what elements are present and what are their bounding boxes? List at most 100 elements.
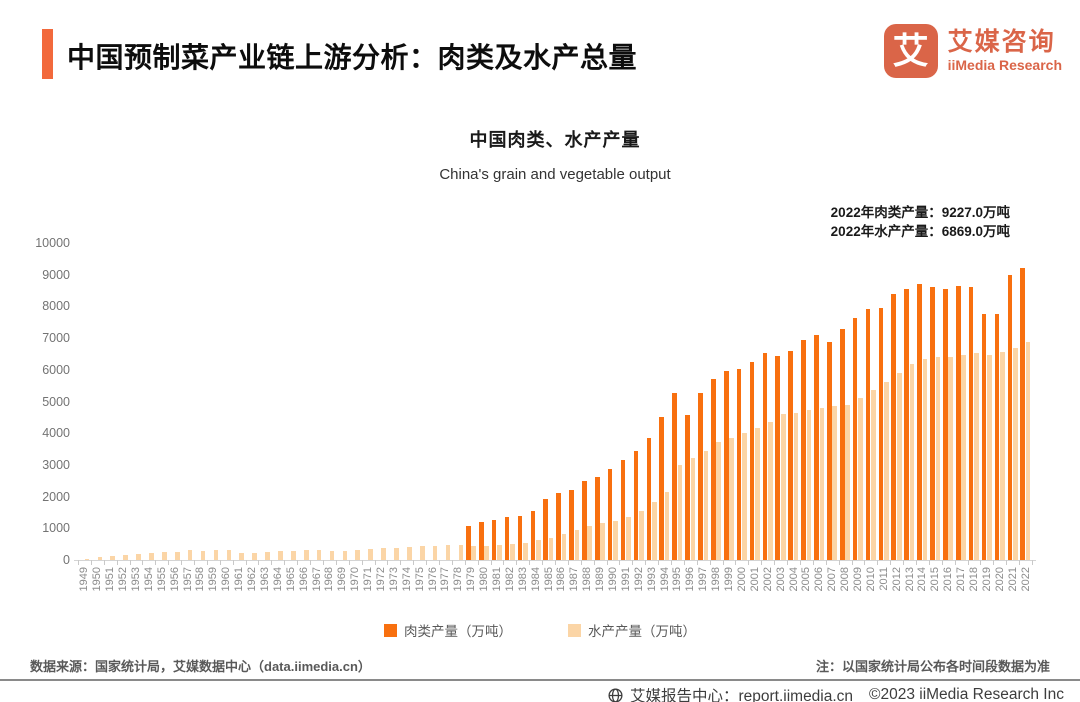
bar-meat-2007 xyxy=(827,342,832,560)
x-axis-tick xyxy=(245,560,247,565)
bar-meat-1985 xyxy=(543,498,549,560)
bar-meat-1984 xyxy=(530,511,536,560)
bar-aquatic-1972 xyxy=(381,547,386,560)
x-axis-tick xyxy=(864,560,866,565)
bar-aquatic-2021 xyxy=(1012,347,1018,560)
x-axis-tick xyxy=(799,560,801,565)
x-axis-tick xyxy=(941,560,943,565)
bar-aquatic-2005 xyxy=(806,410,812,560)
legend-label-aquatic: 水产产量（万吨） xyxy=(588,624,696,639)
x-axis-label-1981: 1981 xyxy=(490,567,503,592)
y-axis-label-6000: 6000 xyxy=(42,362,70,377)
y-axis-label-4000: 4000 xyxy=(42,426,70,441)
bar-aquatic-1957 xyxy=(187,550,193,560)
bar-meat-2014 xyxy=(917,284,922,560)
x-axis-label-1997: 1997 xyxy=(697,567,710,592)
bar-meat-1982 xyxy=(504,517,510,560)
x-axis-label-1952: 1952 xyxy=(117,567,130,592)
x-axis-tick xyxy=(993,560,995,565)
x-axis-label-1967: 1967 xyxy=(310,567,323,592)
x-axis-tick xyxy=(142,560,144,565)
bar-aquatic-2022 xyxy=(1025,342,1031,560)
bar-aquatic-1951 xyxy=(110,555,116,560)
bar-aquatic-1950 xyxy=(97,557,103,560)
bar-aquatic-1966 xyxy=(303,550,309,560)
bar-meat-1983 xyxy=(517,515,523,560)
x-axis-label-2004: 2004 xyxy=(787,567,800,592)
bar-aquatic-1988 xyxy=(587,526,593,560)
x-axis-tick xyxy=(838,560,840,565)
bar-aquatic-1967 xyxy=(316,550,322,560)
y-axis-label-8000: 8000 xyxy=(42,299,70,314)
x-axis-tick xyxy=(451,560,453,565)
x-axis-tick xyxy=(219,560,221,565)
x-axis-tick xyxy=(954,560,956,565)
x-axis-tick xyxy=(671,560,673,565)
x-axis-label-1957: 1957 xyxy=(181,567,194,592)
report-center-link: 艾媒报告中心：report.iimedia.cn xyxy=(629,688,854,702)
x-axis-tick xyxy=(567,560,569,565)
bar-aquatic-1953 xyxy=(136,553,141,560)
x-axis-tick xyxy=(722,560,724,565)
x-axis-label-1973: 1973 xyxy=(387,567,400,592)
bar-aquatic-1963 xyxy=(265,551,270,560)
bar-aquatic-1968 xyxy=(329,550,335,560)
chart-legend: 肉类产量（万吨） 水产产量（万吨） xyxy=(0,620,1080,640)
bar-aquatic-1976 xyxy=(432,545,438,560)
bar-aquatic-1999 xyxy=(729,437,734,560)
x-axis-tick xyxy=(155,560,157,565)
x-axis-tick xyxy=(387,560,389,565)
bar-aquatic-2003 xyxy=(780,414,786,560)
annotation-aquatic-2022: 2022年水产产量：6869.0万吨 xyxy=(830,224,1010,239)
bar-meat-1988 xyxy=(582,481,587,560)
x-axis-tick xyxy=(593,560,595,565)
x-axis-label-1979: 1979 xyxy=(465,567,478,592)
bar-aquatic-1993 xyxy=(651,502,657,560)
title-accent-bar xyxy=(42,29,53,79)
y-axis-label-0: 0 xyxy=(63,553,70,567)
bar-aquatic-2012 xyxy=(896,372,902,560)
bar-aquatic-1983 xyxy=(523,542,528,560)
footnote-text: 注：以国家统计局公布各时间段数据为准 xyxy=(815,659,1050,674)
bar-aquatic-2002 xyxy=(767,422,773,560)
bar-aquatic-1956 xyxy=(174,551,180,560)
x-axis-tick xyxy=(284,560,286,565)
bar-aquatic-1961 xyxy=(239,552,245,560)
x-axis-label-2009: 2009 xyxy=(851,567,864,592)
x-axis-tick xyxy=(400,560,402,565)
bar-aquatic-1973 xyxy=(394,547,399,560)
brand-name-en: iiMedia Research xyxy=(947,57,1062,74)
x-axis-tick xyxy=(632,560,634,565)
bar-aquatic-1984 xyxy=(535,540,541,560)
bar-aquatic-2020 xyxy=(1000,352,1005,560)
x-axis-tick xyxy=(787,560,789,565)
y-axis-label-7000: 7000 xyxy=(42,331,70,346)
x-axis-tick xyxy=(1019,560,1021,565)
bar-meat-1990 xyxy=(607,469,613,560)
bar-aquatic-1960 xyxy=(226,550,232,560)
x-axis-tick xyxy=(90,560,92,565)
x-axis-label-1963: 1963 xyxy=(258,567,271,592)
bar-aquatic-2010 xyxy=(871,389,876,560)
bar-aquatic-1995 xyxy=(677,464,683,560)
x-axis-label-2014: 2014 xyxy=(916,567,929,592)
bar-meat-1996 xyxy=(685,414,690,560)
bar-meat-2008 xyxy=(839,329,845,560)
x-axis-label-1989: 1989 xyxy=(594,567,607,592)
x-axis-tick xyxy=(903,560,905,565)
y-axis-label-1000: 1000 xyxy=(42,521,70,536)
bar-aquatic-1974 xyxy=(407,546,412,560)
x-axis-tick xyxy=(812,560,814,565)
y-axis-label-9000: 9000 xyxy=(42,267,70,282)
bar-aquatic-1977 xyxy=(445,545,451,560)
y-axis-label-2000: 2000 xyxy=(42,489,70,504)
legend-item-meat: 肉类产量（万吨） xyxy=(384,620,512,640)
bar-meat-2005 xyxy=(801,340,806,560)
x-axis-label-2011: 2011 xyxy=(877,567,890,591)
x-axis-tick xyxy=(748,560,750,565)
x-axis-label-1950: 1950 xyxy=(91,567,104,592)
bar-aquatic-1978 xyxy=(458,545,464,560)
x-axis-tick xyxy=(1032,560,1033,565)
bar-meat-2009 xyxy=(852,317,858,560)
x-axis-tick xyxy=(683,560,685,565)
